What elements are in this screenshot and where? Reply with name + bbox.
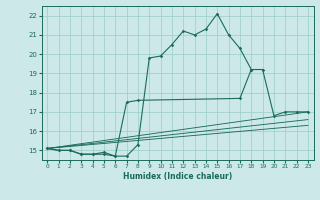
X-axis label: Humidex (Indice chaleur): Humidex (Indice chaleur) xyxy=(123,172,232,181)
